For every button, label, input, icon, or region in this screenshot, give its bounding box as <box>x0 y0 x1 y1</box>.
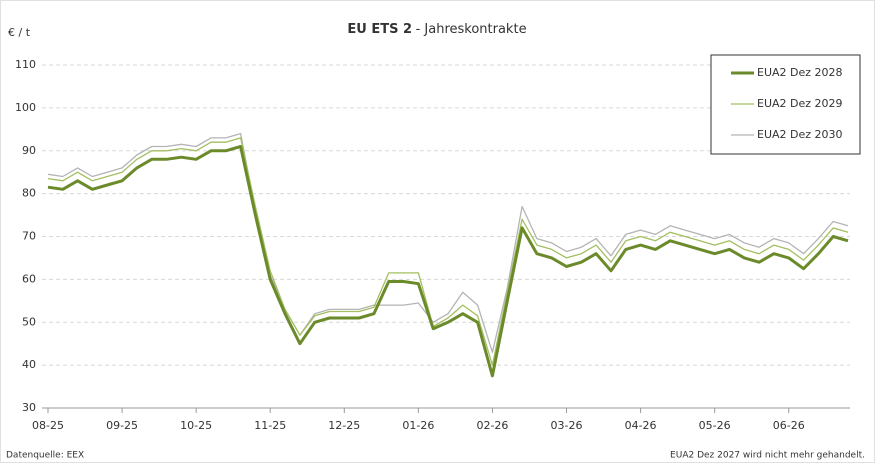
y-tick-label: 60 <box>22 272 36 285</box>
y-tick-label: 30 <box>22 401 36 414</box>
x-tick-label: 10-25 <box>180 419 212 432</box>
chart-title: EU ETS 2 - Jahreskontrakte <box>347 22 526 37</box>
x-tick-label: 11-25 <box>254 419 286 432</box>
legend-label: EUA2 Dez 2029 <box>757 97 843 110</box>
x-tick-label: 05-26 <box>699 419 731 432</box>
x-tick-label: 06-26 <box>773 419 805 432</box>
series-line <box>47 137 849 366</box>
legend-label: EUA2 Dez 2030 <box>757 128 843 141</box>
y-tick-label: 70 <box>22 230 36 243</box>
y-tick-label: 80 <box>22 187 36 200</box>
source: Datenquelle: EEX <box>6 451 84 461</box>
footnote: EUA2 Dez 2027 wird nicht mehr gehandelt. <box>670 451 865 461</box>
x-tick-label: 04-26 <box>625 419 657 432</box>
y-tick-label: 100 <box>15 101 36 114</box>
x-tick-label: 12-25 <box>328 419 360 432</box>
x-tick-label: 09-25 <box>106 419 138 432</box>
y-tick-label: 50 <box>22 315 36 328</box>
x-tick-label: 02-26 <box>476 419 508 432</box>
title-main: EU ETS 2 <box>347 22 412 37</box>
title-suffix: - Jahreskontrakte <box>416 22 527 37</box>
y-tick-label: 90 <box>22 144 36 157</box>
legend-label: EUA2 Dez 2028 <box>757 66 843 79</box>
x-tick-label: 08-25 <box>32 419 64 432</box>
x-tick-label: 01-26 <box>402 419 434 432</box>
y-axis-label: € / t <box>8 26 31 39</box>
series-line <box>47 145 849 378</box>
y-tick-label: 40 <box>22 358 36 371</box>
x-tick-label: 03-26 <box>551 419 583 432</box>
y-tick-label: 110 <box>15 58 36 71</box>
series-line <box>47 132 849 353</box>
